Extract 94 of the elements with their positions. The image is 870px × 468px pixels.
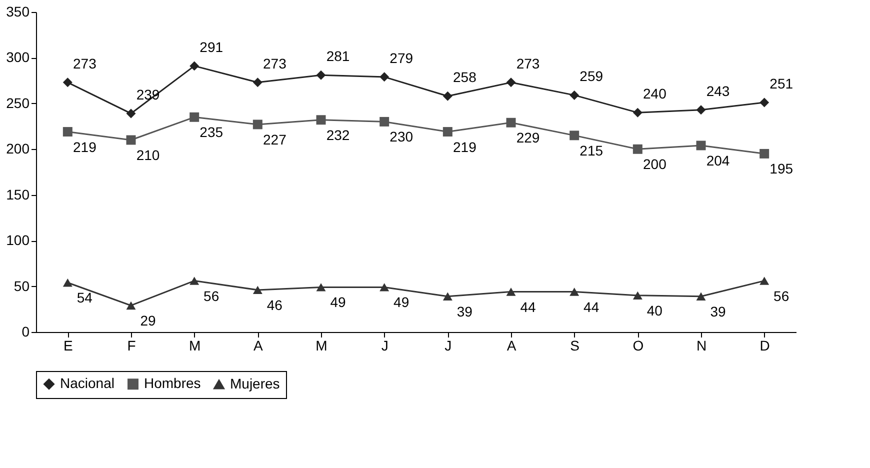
data-label: 39 bbox=[710, 303, 726, 320]
point bbox=[632, 144, 642, 154]
point bbox=[760, 276, 770, 285]
x-tick-label: E bbox=[63, 338, 73, 354]
point bbox=[506, 78, 516, 88]
point bbox=[190, 276, 200, 285]
data-label: 49 bbox=[330, 294, 346, 310]
point bbox=[570, 90, 580, 100]
data-label: 291 bbox=[200, 38, 224, 55]
point bbox=[760, 148, 770, 158]
point bbox=[316, 70, 326, 80]
data-label: 219 bbox=[452, 138, 477, 155]
data-label: 44 bbox=[520, 298, 536, 315]
data-label: 44 bbox=[584, 298, 600, 315]
data-label: 204 bbox=[706, 152, 730, 168]
point bbox=[62, 78, 72, 88]
data-label: 54 bbox=[76, 290, 93, 306]
x-tick-label: J bbox=[444, 338, 452, 354]
x-tick-label: N bbox=[696, 338, 707, 354]
point bbox=[632, 291, 642, 300]
x-tick-label: A bbox=[253, 338, 264, 354]
data-label: 273 bbox=[72, 55, 97, 72]
data-label: 258 bbox=[452, 69, 477, 86]
y-tick-label: 100 bbox=[6, 232, 30, 248]
legend-label: Hombres bbox=[144, 375, 201, 392]
point bbox=[126, 108, 136, 118]
data-label: 240 bbox=[642, 86, 667, 102]
point bbox=[380, 116, 390, 126]
x-tick-label: M bbox=[316, 338, 328, 354]
point bbox=[570, 288, 580, 296]
data-label: 40 bbox=[646, 302, 663, 318]
point bbox=[696, 105, 706, 115]
data-label: 273 bbox=[262, 55, 287, 72]
data-label: 219 bbox=[72, 138, 97, 155]
x-tick-label: F bbox=[127, 338, 136, 354]
data-label: 230 bbox=[390, 128, 414, 145]
data-label: 279 bbox=[390, 50, 414, 66]
point bbox=[442, 292, 452, 300]
x-tick-label: S bbox=[570, 338, 580, 354]
point bbox=[696, 140, 706, 150]
point bbox=[190, 61, 200, 71]
y-tick-label: 300 bbox=[6, 49, 30, 66]
data-label: 229 bbox=[516, 130, 540, 146]
point bbox=[696, 292, 706, 300]
x-tick-label: D bbox=[760, 338, 770, 354]
point bbox=[252, 120, 262, 130]
point bbox=[62, 278, 72, 287]
legend-label: Nacional bbox=[60, 375, 114, 392]
data-label: 281 bbox=[326, 48, 350, 64]
point bbox=[760, 98, 770, 108]
point bbox=[62, 127, 72, 137]
data-label: 195 bbox=[770, 160, 794, 177]
data-label: 243 bbox=[706, 82, 730, 99]
y-tick-label: 150 bbox=[6, 186, 30, 202]
point bbox=[252, 78, 262, 88]
point bbox=[316, 115, 326, 125]
point bbox=[442, 127, 452, 137]
data-label: 56 bbox=[204, 288, 220, 304]
data-label: 56 bbox=[774, 288, 790, 304]
point bbox=[380, 283, 390, 292]
data-label: 227 bbox=[262, 131, 287, 148]
data-label: 232 bbox=[326, 126, 350, 143]
data-label: 200 bbox=[642, 156, 667, 172]
data-label: 215 bbox=[580, 142, 604, 158]
point bbox=[190, 112, 200, 122]
y-tick-label: 0 bbox=[22, 324, 30, 340]
data-label: 29 bbox=[140, 312, 156, 328]
data-label: 259 bbox=[580, 68, 604, 84]
point bbox=[506, 118, 516, 128]
y-tick-label: 250 bbox=[6, 94, 30, 111]
point bbox=[316, 283, 326, 292]
point bbox=[506, 288, 516, 296]
data-label: 210 bbox=[136, 147, 160, 163]
point bbox=[380, 72, 390, 82]
x-tick-label: J bbox=[381, 338, 388, 354]
x-tick-label: M bbox=[188, 338, 201, 354]
y-tick-label: 50 bbox=[14, 278, 30, 294]
point bbox=[126, 301, 136, 310]
x-tick-label: A bbox=[506, 338, 517, 354]
point bbox=[570, 130, 580, 140]
data-label: 273 bbox=[516, 55, 540, 72]
data-label: 39 bbox=[456, 303, 473, 320]
data-label: 46 bbox=[266, 296, 283, 313]
data-label: 235 bbox=[200, 124, 224, 140]
x-tick-label: O bbox=[632, 338, 644, 354]
point bbox=[442, 91, 452, 101]
point bbox=[632, 108, 642, 118]
y-tick-label: 200 bbox=[6, 140, 30, 157]
data-label: 49 bbox=[394, 294, 410, 310]
y-tick-label: 350 bbox=[6, 4, 30, 20]
data-label: 251 bbox=[770, 76, 794, 92]
point bbox=[126, 135, 136, 145]
point bbox=[252, 286, 262, 294]
legend-label: Mujeres bbox=[230, 375, 280, 392]
